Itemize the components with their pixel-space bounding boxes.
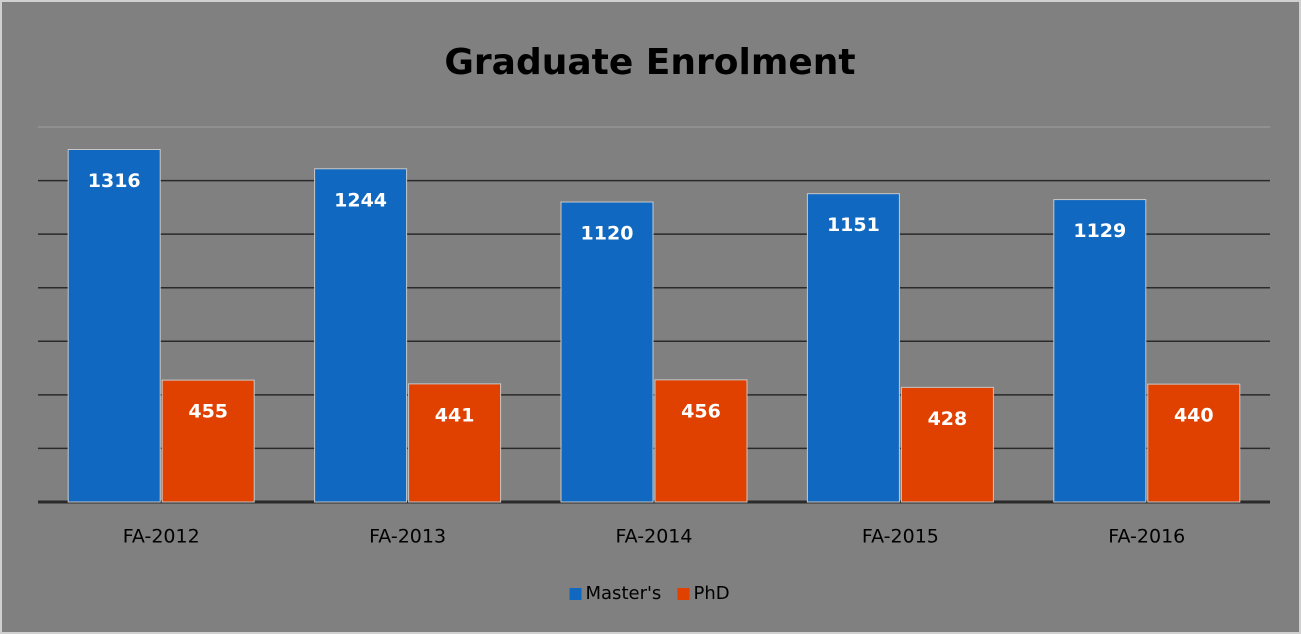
data-label: 1120 [581,223,634,245]
bar [900,386,994,503]
x-tick-label: FA-2013 [369,526,446,548]
x-tick-label: FA-2012 [123,526,200,548]
x-tick-label: FA-2015 [862,526,939,548]
bar [314,168,408,503]
data-label: 428 [928,408,968,430]
data-label: 1316 [88,170,141,192]
bar [67,149,161,503]
data-label: 1129 [1073,220,1126,242]
legend-label: Master's [586,583,662,604]
data-label: 441 [435,404,475,426]
legend-label: PhD [694,583,730,604]
data-label: 456 [681,400,721,422]
bar [408,383,502,503]
bar [1147,383,1241,503]
bar [654,379,748,503]
chart-title: Graduate Enrolment [444,42,855,83]
x-tick-label: FA-2014 [616,526,693,548]
legend-swatch [569,588,582,600]
data-label: 1151 [827,214,880,236]
data-label: 1244 [334,189,387,211]
legend-swatch [677,588,690,600]
data-label: 440 [1174,405,1214,427]
data-label: 455 [188,401,228,423]
bar [1053,199,1147,503]
bar [560,201,654,503]
bar [806,193,900,503]
x-tick-label: FA-2016 [1108,526,1185,548]
bar [161,379,255,503]
